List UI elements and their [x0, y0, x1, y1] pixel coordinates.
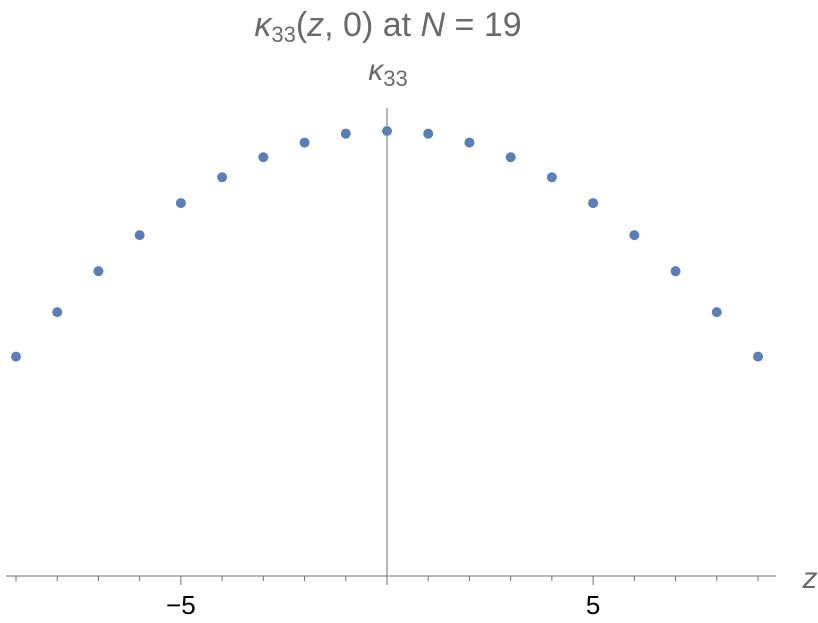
data-point [217, 172, 228, 183]
data-point [711, 307, 722, 318]
y-axis-label: κ33 [368, 54, 407, 91]
axes-group [6, 108, 776, 577]
title-tail: = 19 [445, 6, 522, 44]
data-points-group [11, 126, 763, 362]
data-point [11, 351, 21, 362]
data-point [299, 137, 310, 148]
data-point [340, 128, 351, 139]
x-tick-labels-group: −5 5 [166, 590, 600, 620]
data-point [464, 137, 475, 148]
title-subscript: 33 [271, 22, 295, 47]
chart-title: κ33(z, 0) at N = 19 [254, 6, 521, 47]
data-point [134, 230, 145, 241]
title-n: N [421, 6, 446, 44]
data-point [423, 128, 434, 139]
data-point [670, 266, 681, 277]
x-tick-label: 5 [586, 590, 600, 620]
title-rest: , 0) at [324, 6, 420, 44]
data-point [382, 126, 392, 136]
x-tick-label: −5 [166, 590, 196, 620]
title-kappa: κ [254, 6, 273, 44]
data-point [52, 307, 63, 318]
title-open-paren: ( [296, 6, 308, 44]
data-point [258, 152, 269, 163]
ylabel-kappa: κ [368, 54, 385, 87]
data-point [93, 266, 104, 277]
x-ticks-group [15, 576, 759, 585]
data-point [629, 230, 640, 241]
ylabel-subscript: 33 [383, 66, 407, 91]
title-z: z [306, 6, 324, 44]
data-point [546, 172, 557, 183]
data-point [753, 351, 763, 362]
data-point [175, 198, 186, 209]
data-point [588, 198, 599, 209]
x-axis-label: z [802, 562, 818, 595]
data-point [505, 152, 516, 163]
